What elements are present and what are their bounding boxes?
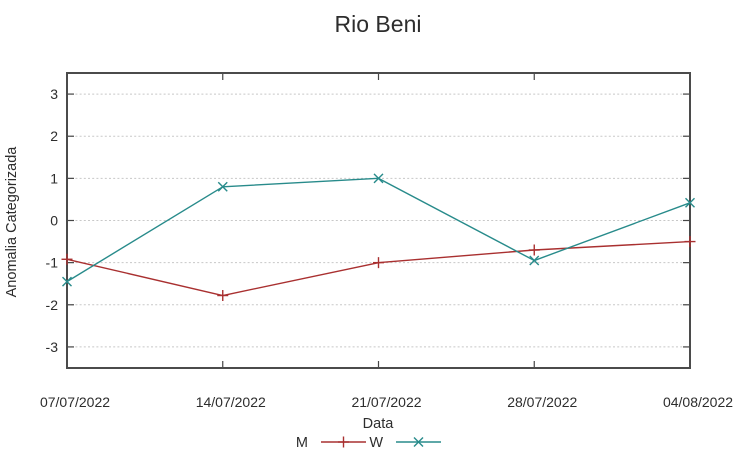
series-m-line <box>66 240 691 297</box>
y-tick-label: -1 <box>46 255 59 271</box>
marker-stroke <box>217 181 228 192</box>
series-m-marker <box>217 290 229 302</box>
plot-border <box>66 72 691 369</box>
marker-stroke <box>413 437 424 447</box>
marker-stroke <box>529 255 540 266</box>
y-tick-label: -2 <box>46 297 59 313</box>
series-m-marker <box>373 257 384 269</box>
x-tick-label: 28/07/2022 <box>507 394 577 410</box>
marker-stroke <box>373 173 384 184</box>
gridlines-group <box>67 93 690 348</box>
y-tick-label: -3 <box>46 339 59 355</box>
series-w-marker <box>217 181 228 192</box>
series-w-marker <box>529 255 540 266</box>
x-tick-labels-group: 07/07/2022 14/07/2022 21/07/2022 28/07/2022… <box>40 394 733 410</box>
y-axis-label: Anomalia Categorizada <box>4 146 20 298</box>
x-tick-label: 14/07/2022 <box>196 394 266 410</box>
y-tick-label: 3 <box>50 86 58 102</box>
x-tick-label: 21/07/2022 <box>351 394 421 410</box>
series-m-marker <box>61 253 73 265</box>
series-w-marker <box>685 197 695 208</box>
legend-label-w: W <box>369 435 383 451</box>
series-group <box>61 173 696 302</box>
legend-marker-sample <box>413 437 424 447</box>
legend-marker-sample <box>338 436 349 448</box>
series-w-marker <box>373 173 384 184</box>
legend-label-m: M <box>296 435 308 451</box>
series-m-marker <box>684 236 696 248</box>
x-tick-label: 04/08/2022 <box>663 394 733 410</box>
x-axis-label: Data <box>363 416 395 432</box>
y-tick-label: 0 <box>50 213 58 229</box>
marker-stroke <box>62 276 72 287</box>
series-m-marker <box>528 244 540 256</box>
series-w-marker <box>62 276 72 287</box>
chart-title: Rio Beni <box>335 11 422 37</box>
marker-stroke <box>685 197 695 208</box>
y-tick-labels-group: -3 -2 -1 0 1 2 3 <box>46 86 59 355</box>
y-tick-label: 1 <box>50 170 58 186</box>
x-tick-label: 07/07/2022 <box>40 394 110 410</box>
y-tick-label: 2 <box>50 128 58 144</box>
